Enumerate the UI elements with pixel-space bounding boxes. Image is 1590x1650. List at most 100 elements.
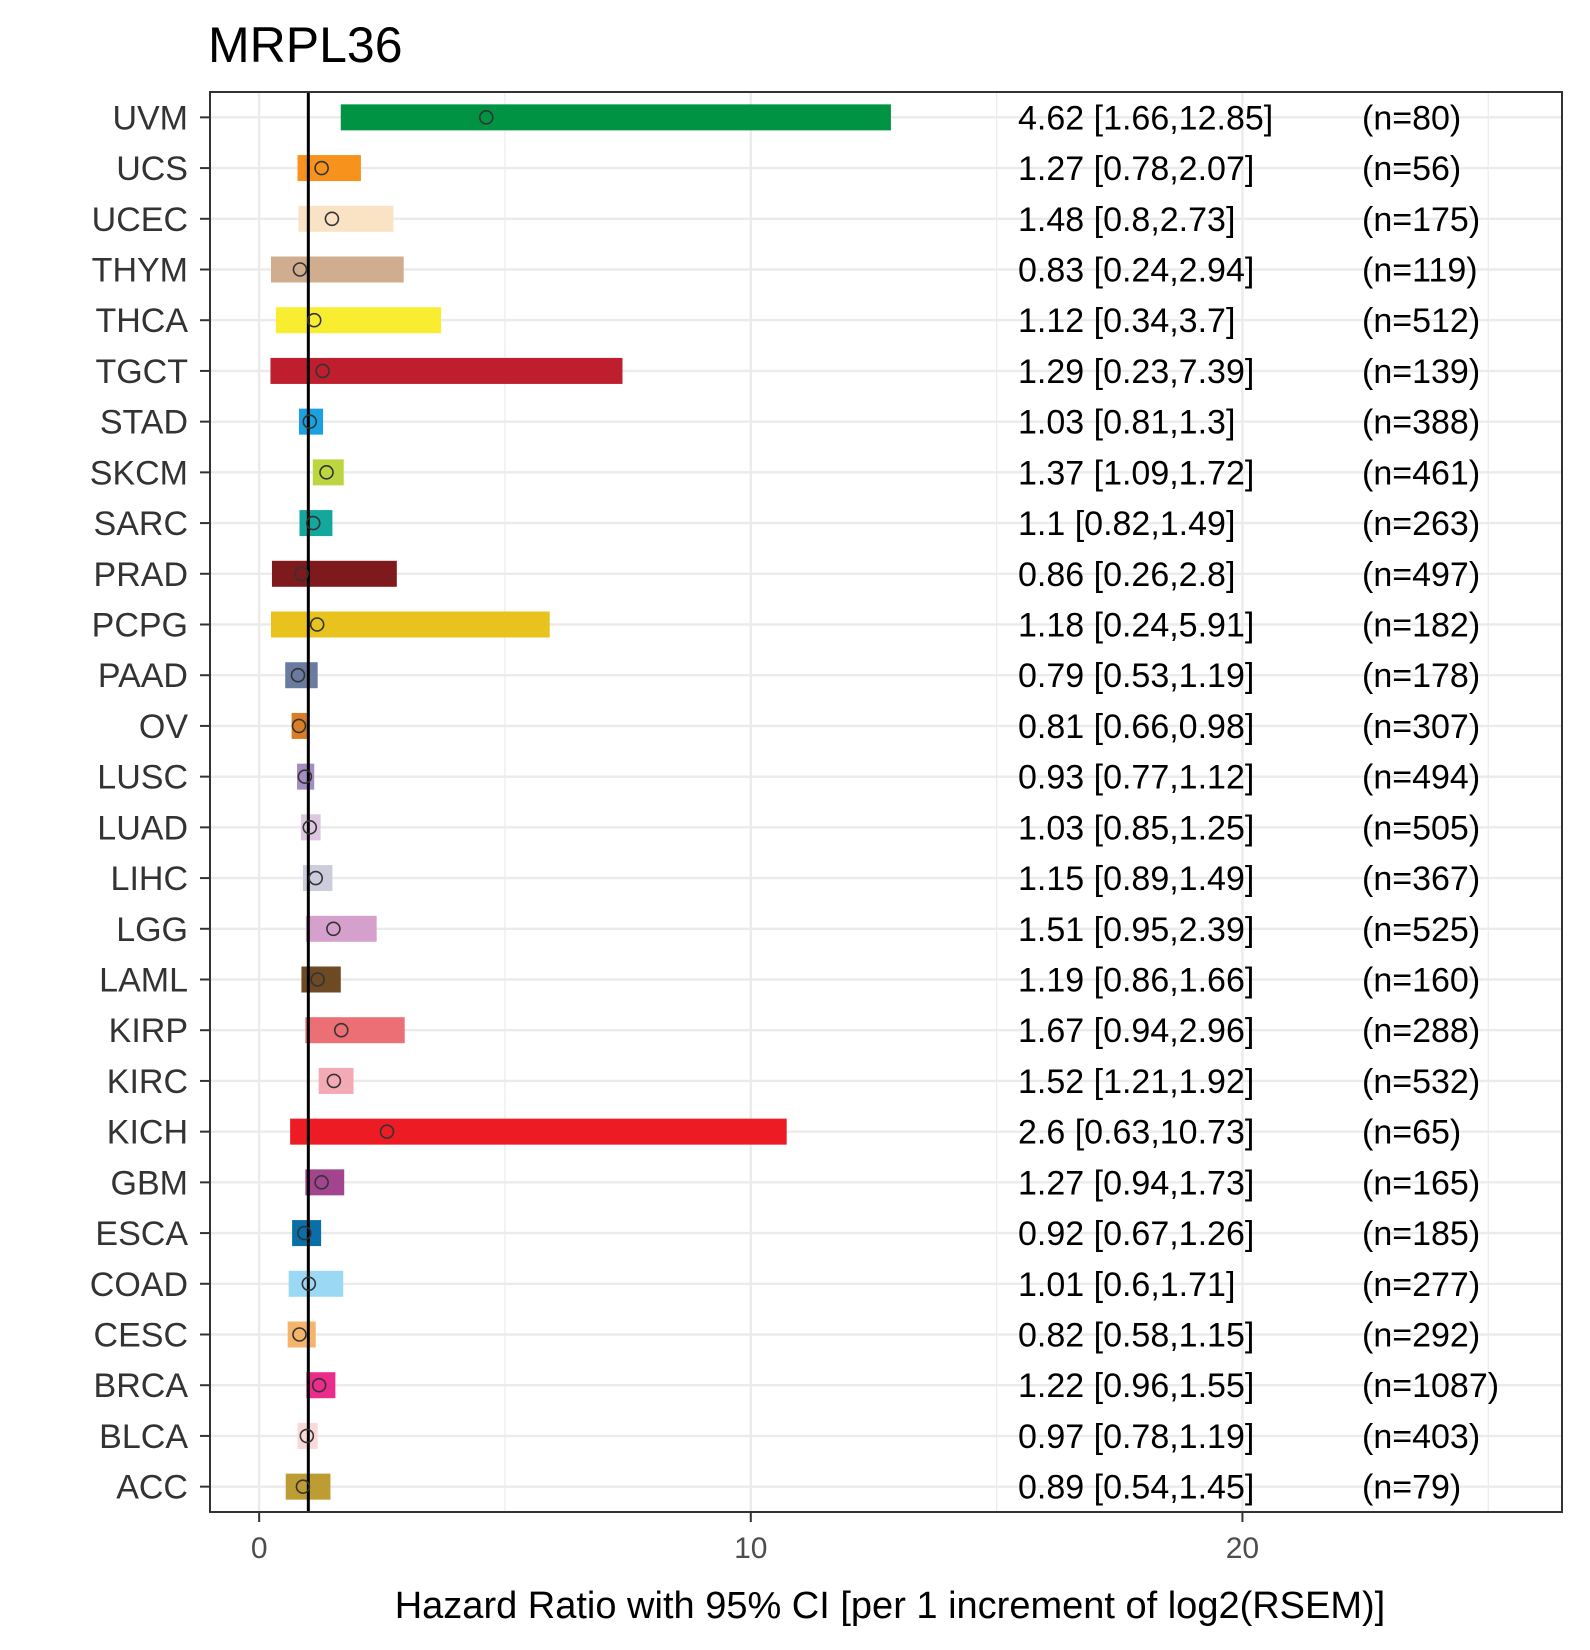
n-text-luad: (n=505) <box>1362 809 1480 847</box>
ci-text-paad: 0.79 [0.53,1.19] <box>1018 657 1254 695</box>
n-text-lgg: (n=525) <box>1362 911 1480 949</box>
ci-bar-thca <box>275 307 442 334</box>
ci-bar-kirc <box>318 1067 354 1094</box>
plot-panel-background <box>210 92 1562 1512</box>
category-label-kirp: KIRP <box>109 1012 188 1050</box>
hr-point-acc <box>295 1479 311 1494</box>
plot-panel-border <box>209 91 1563 1513</box>
x-tick-label: 20 <box>1226 1532 1259 1565</box>
category-label-paad: PAAD <box>98 657 188 695</box>
ci-bar-ov <box>291 712 308 739</box>
hr-point-lgg <box>326 921 341 937</box>
ci-bar-prad <box>271 560 397 587</box>
grid-lines <box>210 92 1562 1512</box>
x-axis-title: Hazard Ratio with 95% CI [per 1 incremen… <box>395 1585 1386 1627</box>
ci-text-lusc: 0.93 [0.77,1.12] <box>1018 759 1254 797</box>
ci-text-kirc: 1.52 [1.21,1.92] <box>1018 1063 1254 1101</box>
hr-point-sarc <box>305 515 321 531</box>
hr-point-pcpg <box>309 617 325 632</box>
n-text-brca: (n=1087) <box>1362 1367 1499 1405</box>
n-text-lusc: (n=494) <box>1362 759 1480 797</box>
category-label-kich: KICH <box>107 1114 188 1152</box>
ci-bar-kirp <box>305 1017 405 1044</box>
ci-text-lihc: 1.15 [0.89,1.49] <box>1018 860 1254 898</box>
hr-point-tgct <box>315 363 330 379</box>
category-label-pcpg: PCPG <box>92 607 188 645</box>
x-tick-label: 10 <box>734 1532 767 1565</box>
hr-point-lihc <box>308 870 324 886</box>
ci-text-skcm: 1.37 [1.09,1.72] <box>1018 454 1254 492</box>
ci-bar-lusc <box>297 763 315 790</box>
ci-text-kirp: 1.67 [0.94,2.96] <box>1018 1012 1254 1050</box>
hr-point-stad <box>302 414 318 429</box>
n-text-skcm: (n=461) <box>1362 454 1480 492</box>
hr-point-prad <box>294 566 309 582</box>
n-text-esca: (n=185) <box>1362 1215 1480 1253</box>
hr-point-uvm <box>478 110 494 125</box>
n-text-coad: (n=277) <box>1362 1266 1480 1304</box>
x-axis: 0 10 20 <box>251 1512 1259 1565</box>
ci-annotations: 4.62 [1.66,12.85] (n=80) 1.27 [0.78,2.07] (… <box>1018 99 1499 1506</box>
n-text-thca: (n=512) <box>1362 302 1480 340</box>
n-text-acc: (n=79) <box>1362 1469 1461 1507</box>
ci-text-pcpg: 1.18 [0.24,5.91] <box>1018 607 1254 645</box>
ci-text-brca: 1.22 [0.96,1.55] <box>1018 1367 1254 1405</box>
n-text-lihc: (n=367) <box>1362 860 1480 898</box>
ci-text-ov: 0.81 [0.66,0.98] <box>1018 708 1254 746</box>
ci-bar-pcpg <box>270 611 550 638</box>
category-label-acc: ACC <box>116 1469 188 1507</box>
ci-bar-tgct <box>270 357 623 384</box>
ci-text-thca: 1.12 [0.34,3.7] <box>1018 302 1235 340</box>
hr-point-thca <box>306 312 322 328</box>
ci-bar-sarc <box>299 510 333 537</box>
hr-point-kirc <box>326 1073 342 1089</box>
n-text-tgct: (n=139) <box>1362 353 1480 391</box>
hr-point-ucs <box>314 160 329 176</box>
category-label-brca: BRCA <box>94 1367 189 1405</box>
category-label-sarc: SARC <box>94 505 188 543</box>
ci-bar-uvm <box>340 104 891 131</box>
n-text-cesc: (n=292) <box>1362 1317 1480 1355</box>
ci-text-lgg: 1.51 [0.95,2.39] <box>1018 911 1254 949</box>
ci-text-uvm: 4.62 [1.66,12.85] <box>1018 99 1273 137</box>
hr-point-gbm <box>314 1175 329 1190</box>
category-label-lgg: LGG <box>116 911 188 949</box>
category-label-luad: LUAD <box>97 809 188 847</box>
ci-text-acc: 0.89 [0.54,1.45] <box>1018 1469 1254 1507</box>
ci-text-prad: 0.86 [0.26,2.8] <box>1018 556 1235 594</box>
category-label-tgct: TGCT <box>95 353 188 391</box>
chart-title: MRPL36 <box>208 17 403 73</box>
hr-point-laml <box>310 972 325 987</box>
ci-text-laml: 1.19 [0.86,1.66] <box>1018 962 1254 1000</box>
chart-marks <box>270 92 891 1512</box>
ci-text-tgct: 1.29 [0.23,7.39] <box>1018 353 1254 391</box>
hr-point-ucec <box>324 211 340 227</box>
n-text-ov: (n=307) <box>1362 708 1480 746</box>
category-label-esca: ESCA <box>95 1215 188 1253</box>
category-label-thym: THYM <box>92 252 188 290</box>
category-label-cesc: CESC <box>94 1317 188 1355</box>
ci-bar-cesc <box>287 1321 316 1348</box>
category-label-ucec: UCEC <box>92 201 188 239</box>
ci-bar-lgg <box>305 915 377 942</box>
hr-point-kirp <box>333 1022 349 1038</box>
ci-bar-esca <box>292 1220 322 1247</box>
ci-bar-kich <box>290 1118 787 1145</box>
ci-text-kich: 2.6 [0.63,10.73] <box>1018 1114 1254 1152</box>
category-label-lusc: LUSC <box>97 759 188 797</box>
n-text-ucs: (n=56) <box>1362 150 1461 188</box>
n-text-prad: (n=497) <box>1362 556 1480 594</box>
ci-text-blca: 0.97 [0.78,1.19] <box>1018 1418 1254 1456</box>
n-text-ucec: (n=175) <box>1362 201 1480 239</box>
category-label-lihc: LIHC <box>111 860 188 898</box>
hr-point-blca <box>299 1428 315 1444</box>
ci-bar-skcm <box>312 459 344 486</box>
n-text-kich: (n=65) <box>1362 1114 1461 1152</box>
category-label-gbm: GBM <box>111 1164 188 1202</box>
ci-text-coad: 1.01 [0.6,1.71] <box>1018 1266 1235 1304</box>
n-text-thym: (n=119) <box>1362 252 1478 290</box>
ci-text-esca: 0.92 [0.67,1.26] <box>1018 1215 1254 1253</box>
category-label-kirc: KIRC <box>107 1063 188 1101</box>
n-text-gbm: (n=165) <box>1362 1164 1480 1202</box>
